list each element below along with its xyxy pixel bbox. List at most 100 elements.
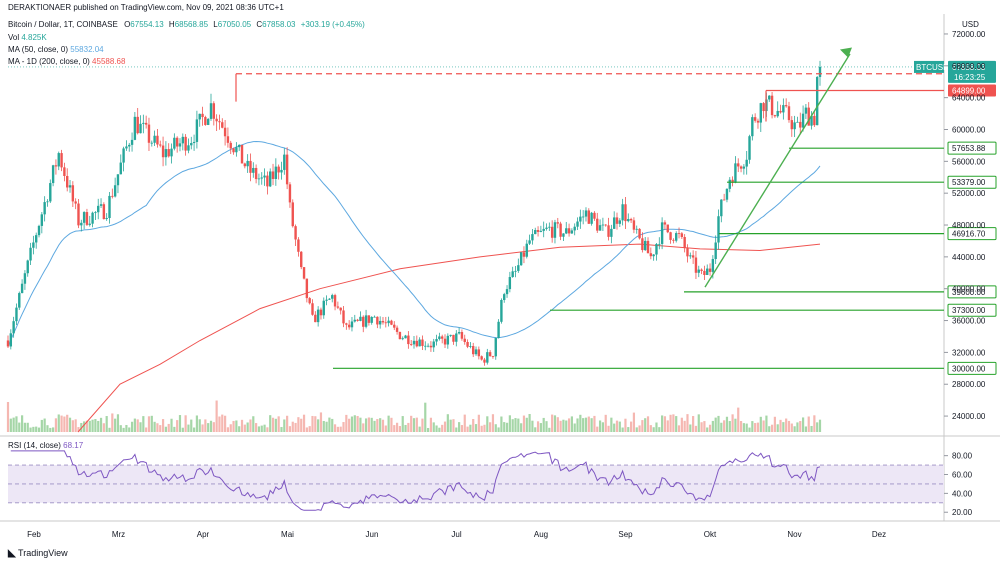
volume-bar	[728, 421, 731, 432]
volume-bar	[559, 420, 562, 432]
support-tag	[947, 285, 997, 299]
candle-body	[646, 240, 650, 254]
volume-bar	[818, 419, 822, 432]
volume-bar	[379, 418, 382, 432]
candle-body	[373, 316, 376, 318]
volume-bar	[486, 416, 489, 432]
volume-bar	[99, 417, 103, 432]
volume-bar	[376, 419, 379, 432]
candle-body	[18, 293, 21, 308]
volume-bar	[167, 423, 170, 432]
volume-bar	[350, 416, 354, 432]
volume-bar	[801, 417, 805, 432]
candle-body	[813, 115, 816, 126]
volume-bar	[635, 427, 638, 432]
candle-body	[570, 230, 574, 234]
candle-body	[418, 339, 421, 347]
candle-body	[618, 220, 622, 224]
volume-bar	[105, 416, 108, 432]
candle-body	[291, 202, 294, 227]
volume-bar	[497, 427, 500, 432]
candle-body	[113, 185, 117, 197]
candle-body	[9, 333, 13, 347]
candle-body	[590, 212, 593, 224]
volume-bar	[770, 424, 774, 432]
volume-bar	[255, 423, 258, 432]
candle-body	[666, 224, 669, 233]
volume-bar	[297, 417, 300, 432]
volume-bar	[32, 426, 35, 432]
candle-body	[438, 336, 441, 340]
candle-body	[88, 223, 91, 225]
candle-body	[536, 230, 540, 232]
candle-body	[542, 228, 545, 231]
volume-bar	[325, 421, 328, 432]
candle-body	[497, 321, 500, 338]
price-tick-label: 36000.00	[952, 317, 986, 326]
candle-body	[584, 210, 588, 217]
candle-body	[745, 159, 748, 167]
candle-body	[660, 222, 664, 244]
candle-body	[753, 117, 757, 121]
last-price-value: 67858.03	[952, 63, 986, 72]
candle-body	[390, 320, 393, 325]
volume-bar	[384, 425, 387, 432]
volume-bar	[390, 417, 393, 432]
volume-bar	[686, 414, 689, 432]
volume-bar	[212, 422, 215, 432]
volume-bar	[706, 427, 709, 432]
candle-body	[587, 210, 591, 224]
volume-bar	[551, 414, 554, 432]
change-value: +303.19 (+0.45%)	[300, 20, 365, 29]
volume-bar	[243, 424, 246, 432]
candle-body	[539, 230, 543, 232]
candle-body	[111, 195, 114, 197]
candle-body	[252, 167, 255, 173]
volume-bar	[711, 420, 714, 432]
candle-body	[294, 226, 297, 240]
price-tick-label: 72000.00	[952, 30, 986, 39]
volume-bar	[429, 417, 433, 432]
volume-bar	[71, 420, 74, 432]
volume-bar	[646, 416, 650, 432]
volume-bar	[548, 427, 551, 432]
volume-bar	[257, 426, 261, 432]
volume-bar	[404, 424, 407, 432]
volume-bar	[263, 424, 266, 432]
volume-bar	[466, 426, 469, 432]
candle-body	[356, 319, 359, 321]
candle-body	[488, 352, 492, 357]
candle-body	[694, 257, 698, 273]
candle-body	[525, 243, 528, 257]
volume-bar	[161, 419, 165, 432]
volume-bar	[556, 417, 559, 432]
volume-bar	[46, 425, 49, 432]
publisher-text: DERAKTIONAER published on TradingView.co…	[8, 3, 284, 12]
volume-bar	[277, 416, 280, 432]
candle-body	[6, 340, 10, 347]
volume-bar	[246, 422, 249, 432]
candle-body	[424, 345, 427, 347]
volume-bar	[367, 417, 370, 432]
volume-bar	[692, 416, 695, 432]
candle-body	[274, 166, 278, 179]
volume-bar	[156, 423, 159, 432]
rsi-pane	[8, 450, 944, 511]
ohlc-line: Bitcoin / Dollar, 1T, COINBASE O67554.13…	[8, 20, 365, 30]
candle-body	[522, 252, 526, 257]
open-value: 67554.13	[130, 20, 164, 29]
tradingview-logo[interactable]: ◣ TradingView	[8, 548, 68, 559]
volume-bar	[539, 423, 542, 432]
volume-bar	[291, 421, 294, 432]
volume-bar	[60, 415, 63, 432]
countdown-value: 16:23:25	[954, 73, 986, 82]
candle-body	[187, 145, 190, 151]
candle-body	[331, 295, 334, 299]
volume-bar	[615, 420, 619, 432]
volume-bar	[77, 427, 80, 432]
volume-bar	[40, 419, 43, 432]
candle-body	[133, 116, 137, 140]
volume-bar	[108, 427, 111, 432]
volume-bar	[37, 427, 41, 432]
